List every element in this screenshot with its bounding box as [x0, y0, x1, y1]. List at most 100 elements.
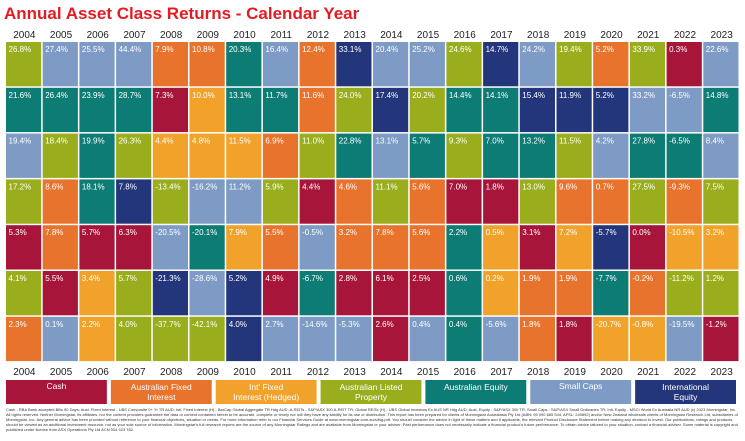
return-value: 5.2%	[229, 274, 247, 283]
return-value: 44.4%	[119, 45, 142, 54]
year-label-bottom: 2007	[123, 367, 146, 378]
return-cell	[446, 271, 482, 316]
return-cell	[299, 179, 335, 224]
return-value: 0.2%	[486, 274, 504, 283]
return-value: 26.8%	[9, 45, 32, 54]
legend-swatch	[110, 380, 212, 404]
return-cell	[629, 225, 666, 270]
return-value: 8.6%	[45, 182, 63, 191]
legend-swatch	[530, 380, 632, 404]
return-cell	[6, 271, 42, 316]
return-value: 11.0%	[302, 137, 324, 146]
return-cell	[409, 225, 445, 270]
return-value: 4.4%	[155, 137, 173, 146]
return-value: -5.3%	[339, 320, 360, 329]
year-label-top: 2013	[344, 30, 367, 41]
return-value: 7.0%	[449, 182, 467, 191]
return-value: 27.5%	[632, 182, 655, 191]
year-label-top: 2016	[454, 30, 477, 41]
return-cell	[189, 133, 225, 178]
return-value: 18.1%	[82, 182, 105, 191]
return-value: -5.7%	[596, 228, 617, 237]
return-cell	[519, 179, 555, 224]
return-value: 20.3%	[229, 45, 252, 54]
return-value: 7.9%	[229, 228, 247, 237]
return-value: 5.6%	[412, 182, 430, 191]
return-value: 0.6%	[449, 274, 467, 283]
year-label-bottom: 2018	[527, 367, 550, 378]
return-value: -14.6%	[302, 320, 327, 329]
return-cell	[42, 133, 78, 178]
return-cell	[556, 271, 592, 316]
return-value: 7.8%	[376, 228, 394, 237]
return-value: -13.4%	[155, 182, 180, 191]
legend-label: Small Caps	[559, 381, 602, 391]
return-value: 19.4%	[559, 45, 582, 54]
return-value: 4.4%	[302, 182, 320, 191]
return-cell	[703, 271, 739, 316]
year-label-bottom: 2021	[637, 367, 660, 378]
return-cell	[666, 316, 702, 362]
return-cell	[299, 225, 335, 270]
year-label-top: 2017	[490, 30, 513, 41]
return-cell	[556, 42, 592, 87]
return-value: 12.4%	[302, 45, 325, 54]
return-value: 3.1%	[522, 228, 540, 237]
return-cell	[336, 133, 372, 178]
return-value: -21.3%	[155, 274, 180, 283]
return-value: 33.1%	[339, 45, 362, 54]
return-cell	[6, 225, 42, 270]
return-cell	[262, 87, 299, 133]
return-cell	[519, 42, 555, 87]
return-value: 25.2%	[412, 45, 435, 54]
year-label-bottom: 2014	[380, 367, 403, 378]
return-value: 24.6%	[449, 45, 472, 54]
return-value: 0.3%	[669, 45, 687, 54]
return-cell	[446, 133, 482, 178]
return-cell	[152, 225, 188, 270]
return-value: 4.1%	[9, 274, 27, 283]
return-cell	[519, 271, 555, 316]
return-cell	[483, 42, 519, 87]
return-value: 7.3%	[155, 91, 173, 100]
return-value: -28.6%	[192, 274, 217, 283]
return-cell	[6, 179, 42, 224]
return-value: 26.4%	[45, 91, 68, 100]
year-label-top: 2019	[564, 30, 587, 41]
return-value: 2.2%	[449, 228, 467, 237]
return-value: -20.1%	[192, 228, 217, 237]
year-label-bottom: 2011	[270, 367, 292, 378]
return-cell	[79, 225, 115, 270]
year-label-bottom: 2023	[711, 367, 734, 378]
return-value: 17.2%	[9, 182, 32, 191]
return-cell	[152, 87, 188, 133]
return-value: 2.6%	[376, 320, 394, 329]
return-value: 13.2%	[522, 137, 545, 146]
year-label-bottom: 2008	[160, 367, 183, 378]
return-cell	[666, 133, 702, 178]
return-cell	[116, 179, 152, 224]
return-cell	[79, 133, 115, 178]
legend-label: Int' Fixed Interest (Hedged)	[233, 382, 299, 402]
return-value: 11.1%	[376, 182, 398, 191]
return-value: 7.8%	[45, 228, 63, 237]
return-cell	[42, 87, 78, 133]
return-cell	[336, 225, 372, 270]
year-label-top: 2006	[87, 30, 110, 41]
return-cell	[336, 42, 372, 87]
return-value: 13.0%	[522, 182, 545, 191]
legend-label: Australian Equity	[444, 382, 509, 392]
return-cell	[629, 179, 666, 224]
return-value: 7.0%	[486, 137, 504, 146]
return-cell	[483, 179, 519, 224]
return-cell	[629, 42, 666, 87]
return-cell	[299, 316, 335, 362]
year-label-top: 2021	[637, 30, 660, 41]
return-cell	[262, 271, 299, 316]
return-value: 7.2%	[559, 228, 577, 237]
return-value: -6.5%	[669, 137, 690, 146]
return-value: 1.8%	[486, 182, 504, 191]
return-cell	[116, 133, 152, 178]
return-cell	[666, 179, 702, 224]
